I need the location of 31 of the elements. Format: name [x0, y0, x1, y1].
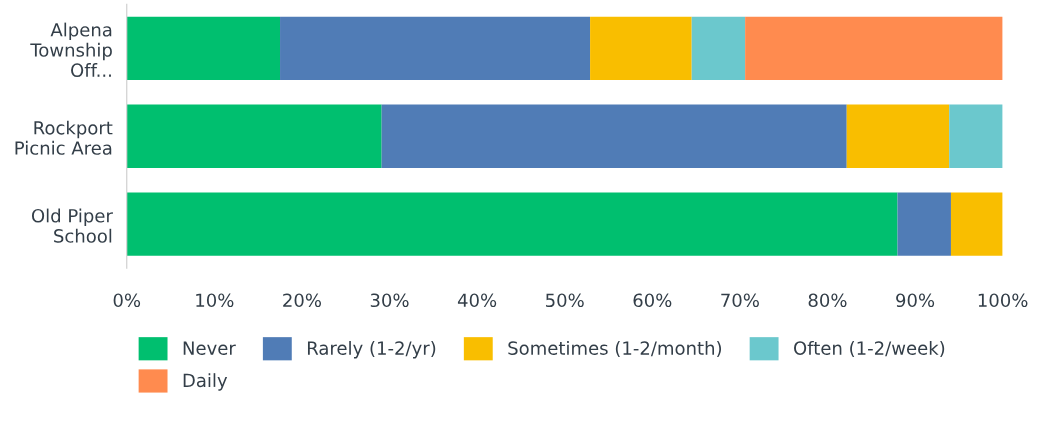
x-tick-label: 10% [196, 293, 234, 308]
x-tick-label: 0% [113, 293, 141, 308]
bar [280, 16, 591, 80]
x-tick-label: 70% [721, 293, 759, 308]
legend-label: Rarely (1-2/yr) [307, 340, 436, 359]
bar [381, 104, 847, 168]
x-tick-label: 90% [896, 293, 935, 308]
x-tick-label: 20% [283, 293, 321, 308]
legend-label: Never [183, 341, 236, 355]
legend-label: Sometimes (1-2/month) [508, 340, 722, 358]
x-tick-label: 80% [808, 293, 847, 308]
x-tick-label: 60% [633, 293, 672, 308]
bar [846, 104, 950, 168]
x-tick-label: 40% [457, 293, 497, 308]
bar [745, 16, 1003, 80]
bar [950, 192, 1003, 256]
bar [126, 104, 382, 168]
bar [897, 192, 951, 256]
x-tick-label: 50% [546, 293, 584, 308]
legend-label: Daily [183, 373, 228, 391]
legend-label: Often (1-2/week) [794, 340, 945, 358]
y-tick-label: Old Piper School [31, 208, 113, 243]
bar [126, 192, 898, 256]
x-tick-label: 30% [370, 293, 409, 308]
bar [590, 16, 692, 80]
y-tick-label: Alpena Township Off... [30, 22, 112, 78]
bar [126, 16, 281, 80]
y-tick-label: Rockport Picnic Area [15, 120, 113, 155]
bar [691, 16, 746, 80]
bar [949, 104, 1003, 168]
x-tick-label: 100% [978, 293, 1028, 308]
